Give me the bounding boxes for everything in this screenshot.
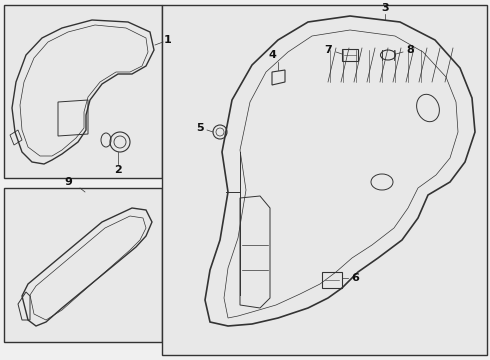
Text: 4: 4 [268,50,276,60]
Text: 1: 1 [164,35,172,45]
Text: 8: 8 [406,45,414,55]
Text: 9: 9 [64,177,72,187]
Text: 3: 3 [381,3,389,13]
Text: 2: 2 [114,165,122,175]
Bar [162,5,487,355]
Bar [4,188,162,342]
Bar [4,5,162,178]
Text: 5: 5 [196,123,204,133]
Text: 6: 6 [351,273,359,283]
Text: 7: 7 [324,45,332,55]
